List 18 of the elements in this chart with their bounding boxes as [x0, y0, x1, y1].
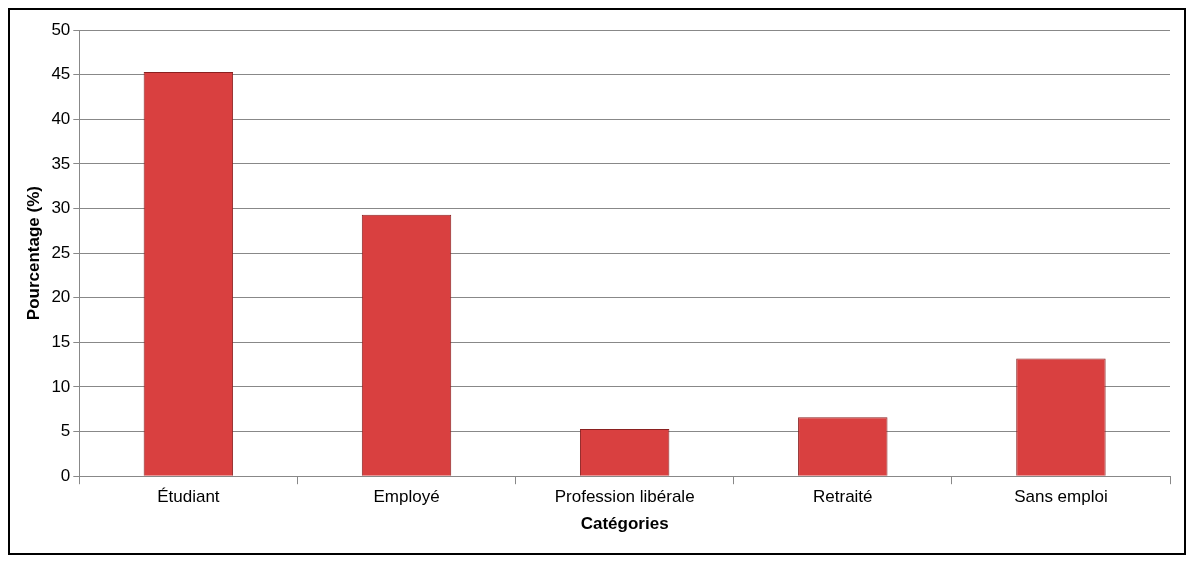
x-tick-label: Étudiant: [157, 487, 220, 507]
x-tick-label: Retraité: [813, 487, 873, 507]
y-tick-label: 30: [51, 198, 71, 218]
y-tick-label: 15: [51, 332, 71, 352]
x-axis-title: Catégories: [580, 514, 669, 534]
y-tick-label: 20: [51, 287, 71, 307]
y-tick-label: 35: [51, 153, 71, 173]
y-axis-title: Pourcentage (%): [23, 186, 43, 321]
x-tick-label: Employé: [373, 487, 440, 507]
y-tick-label: 10: [51, 376, 71, 396]
y-tick-label: 40: [51, 108, 71, 128]
y-tick-label: 25: [51, 242, 71, 262]
x-tick-label: Sans emploi: [1014, 487, 1108, 507]
y-tick-label: 45: [51, 64, 71, 84]
y-tick-label: 5: [60, 421, 71, 441]
x-tick-label: Profession libérale: [554, 487, 695, 507]
y-tick-label: 0: [60, 465, 71, 485]
y-tick-label: 50: [51, 19, 71, 39]
